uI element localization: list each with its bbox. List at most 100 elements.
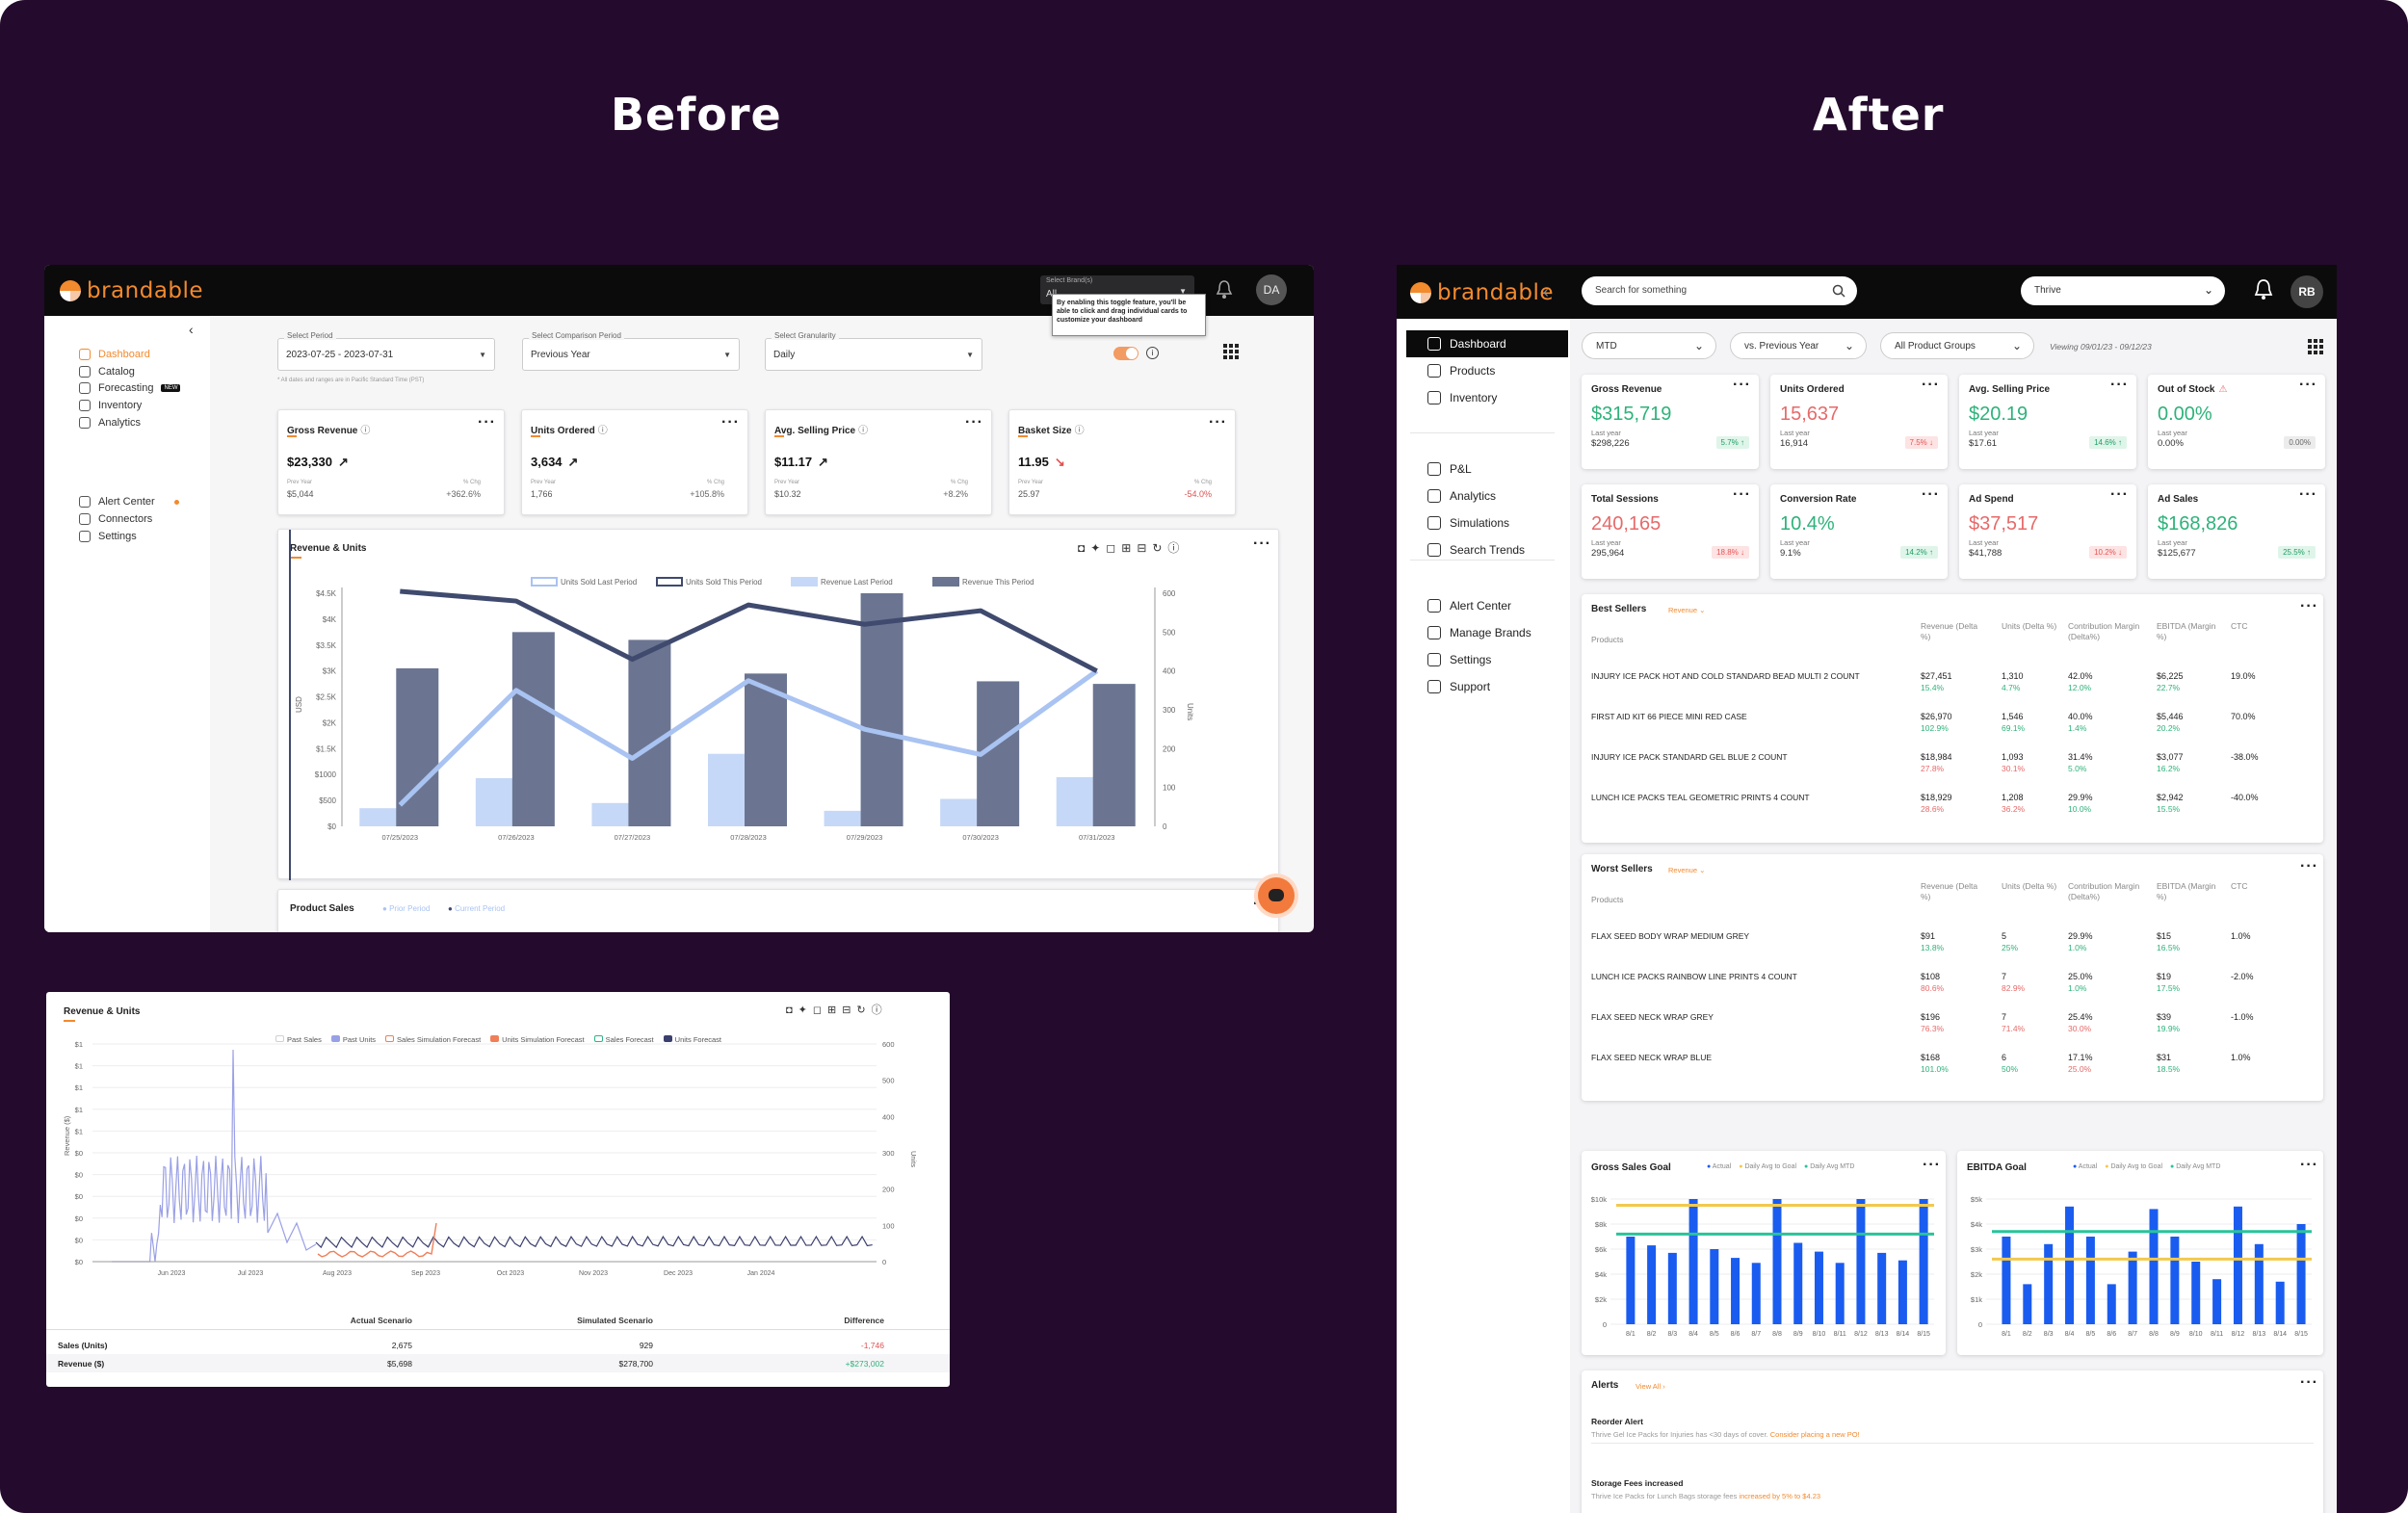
product-name[interactable]: FLAX SEED NECK WRAP GREY	[1591, 1012, 1714, 1022]
bar-revenue-this[interactable]	[511, 632, 555, 826]
table-row[interactable]: FLAX SEED NECK WRAP GREY $196 76.3% 7 71.4% 2…	[1582, 1004, 2323, 1041]
bar-revenue-last[interactable]	[359, 808, 403, 826]
bar-revenue-last[interactable]	[708, 753, 750, 826]
product-groups-select[interactable]: All Product Groups ⌄	[1880, 332, 2034, 359]
table-row[interactable]: FLAX SEED NECK WRAP BLUE $168 101.0% 6 50% 17…	[1582, 1045, 2323, 1082]
collapse-chevron-icon[interactable]: ‹	[189, 322, 194, 337]
sidebar-item-p-l[interactable]: P&L	[1406, 456, 1568, 483]
metric-select[interactable]: Revenue ⌄	[1668, 606, 1706, 614]
sidebar-item-analytics[interactable]: Analytics	[1406, 483, 1568, 509]
drag-toggle[interactable]	[1113, 347, 1139, 360]
more-options-icon[interactable]: ···	[2300, 858, 2318, 874]
bar-actual[interactable]	[2170, 1237, 2180, 1324]
search-input[interactable]: Search for something	[1582, 276, 1857, 305]
sidebar-item-search-trends[interactable]: Search Trends	[1406, 536, 1568, 563]
period-select[interactable]: Select Period 2023-07-25 - 2023-07-31 ▼	[277, 331, 495, 371]
bar-revenue-this[interactable]	[628, 639, 671, 826]
bar-revenue-this[interactable]	[1092, 684, 1136, 826]
more-options-icon[interactable]: ···	[721, 414, 740, 430]
table-row[interactable]: INJURY ICE PACK HOT AND COLD STANDARD BE…	[1582, 664, 2323, 700]
bar-actual[interactable]	[1877, 1252, 1887, 1324]
chart-toolbar[interactable]: ◘✦◻⊞⊟↻ⓘ	[1078, 541, 1186, 555]
more-options-icon[interactable]: ···	[1922, 486, 1940, 503]
sidebar-item-simulations[interactable]: Simulations	[1406, 509, 1568, 536]
more-options-icon[interactable]: ···	[1209, 414, 1227, 430]
kpi-card[interactable]: Basket Size ⓘ ··· 11.95 ↘ Prev Year 25.97 % Chg…	[1008, 409, 1236, 515]
product-name[interactable]: LUNCH ICE PACKS TEAL GEOMETRIC PRINTS 4 …	[1591, 793, 1810, 802]
kpi-card[interactable]: Avg. Selling Price ··· $20.19 Last year $17.…	[1959, 375, 2136, 469]
bar-actual[interactable]	[1898, 1260, 1907, 1324]
product-name[interactable]: LUNCH ICE PACKS RAINBOW LINE PRINTS 4 CO…	[1591, 972, 1797, 981]
more-options-icon[interactable]: ···	[965, 414, 983, 430]
chat-button[interactable]	[1258, 877, 1295, 914]
table-row[interactable]: INJURY ICE PACK STANDARD GEL BLUE 2 COUN…	[1582, 744, 2323, 781]
table-row[interactable]: FIRST AID KIT 66 PIECE MINI RED CASE $26,…	[1582, 704, 2323, 741]
more-options-icon[interactable]: ···	[1923, 1157, 1941, 1173]
sidebar-item-settings[interactable]: Settings	[79, 530, 137, 542]
bar-actual[interactable]	[2275, 1281, 2285, 1324]
sidebar-item-catalog[interactable]: Catalog	[79, 365, 135, 378]
bar-actual[interactable]	[1751, 1263, 1761, 1324]
more-options-icon[interactable]: ···	[2110, 486, 2129, 503]
bar-actual[interactable]	[1772, 1199, 1782, 1324]
bar-actual[interactable]	[2107, 1284, 2116, 1324]
line-units-last[interactable]	[398, 668, 1099, 807]
line-past-units[interactable]	[112, 1049, 317, 1263]
sidebar-item-analytics[interactable]: Analytics	[79, 417, 141, 430]
chart-toolbar[interactable]: ◘✦◻⊞⊟↻ⓘ	[786, 1004, 888, 1016]
more-options-icon[interactable]: ···	[478, 414, 496, 430]
collapse-chevron-icon[interactable]: ‹	[1543, 282, 1549, 301]
bar-actual[interactable]	[1731, 1258, 1741, 1324]
line-units-simulation[interactable]	[317, 1222, 437, 1258]
bar-actual[interactable]	[2044, 1243, 2054, 1324]
bar-actual[interactable]	[1814, 1251, 1823, 1324]
kpi-card[interactable]: Total Sessions ··· 240,165 Last year 295,964…	[1582, 484, 1759, 579]
info-icon[interactable]: i	[1146, 347, 1159, 359]
bar-actual[interactable]	[2002, 1237, 2011, 1324]
more-options-icon[interactable]: ···	[2299, 377, 2317, 393]
product-name[interactable]: FIRST AID KIT 66 PIECE MINI RED CASE	[1591, 712, 1747, 721]
more-options-icon[interactable]: ···	[2300, 1157, 2318, 1173]
alert-action[interactable]: Consider placing a new PO!	[1769, 1430, 1860, 1439]
bar-actual[interactable]	[2023, 1284, 2032, 1324]
more-options-icon[interactable]: ···	[1253, 535, 1271, 552]
kpi-card[interactable]: Avg. Selling Price ⓘ ··· $11.17 ↗ Prev Year $1…	[765, 409, 992, 515]
bar-actual[interactable]	[1856, 1199, 1866, 1324]
sidebar-item-alert-center[interactable]: Alert Center	[79, 496, 179, 509]
period-select[interactable]: MTD ⌄	[1582, 332, 1716, 359]
sidebar-item-settings[interactable]: Settings	[1406, 646, 1568, 673]
more-options-icon[interactable]: ···	[1733, 486, 1751, 503]
bar-actual[interactable]	[1835, 1263, 1845, 1324]
bar-actual[interactable]	[1919, 1199, 1928, 1324]
bar-actual[interactable]	[2149, 1209, 2159, 1324]
bar-actual[interactable]	[1667, 1252, 1677, 1324]
bar-revenue-last[interactable]	[591, 802, 635, 826]
table-row[interactable]: LUNCH ICE PACKS TEAL GEOMETRIC PRINTS 4 …	[1582, 785, 2323, 822]
sidebar-item-support[interactable]: Support	[1406, 673, 1568, 700]
bar-actual[interactable]	[1626, 1237, 1636, 1324]
table-row[interactable]: FLAX SEED BODY WRAP MEDIUM GREY $91 13.8% 5…	[1582, 924, 2323, 960]
product-name[interactable]: FLAX SEED BODY WRAP MEDIUM GREY	[1591, 931, 1750, 941]
bar-revenue-last[interactable]	[824, 810, 867, 826]
brand-logo[interactable]: brandable	[1410, 280, 1554, 305]
bar-revenue-last[interactable]	[940, 798, 983, 826]
bar-revenue-last[interactable]	[475, 777, 518, 826]
kpi-card[interactable]: Gross Revenue ⓘ ··· $23,330 ↗ Prev Year $5,044…	[277, 409, 505, 515]
kpi-card[interactable]: Ad Sales ··· $168,826 Last year $125,677 25.5…	[2148, 484, 2325, 579]
bar-revenue-last[interactable]	[1056, 776, 1099, 826]
kpi-card[interactable]: Out of Stock ⚠ ··· 0.00% Last year 0.00% 0.00%	[2148, 375, 2325, 469]
bell-icon[interactable]	[2254, 278, 2273, 301]
sidebar-item-inventory[interactable]: Inventory	[1406, 384, 1568, 411]
grid-menu-icon[interactable]	[1223, 344, 1239, 359]
more-options-icon[interactable]: ···	[2300, 1374, 2318, 1391]
more-options-icon[interactable]: ···	[1733, 377, 1751, 393]
more-options-icon[interactable]: ···	[2110, 377, 2129, 393]
sidebar-item-connectors[interactable]: Connectors	[79, 512, 152, 525]
sidebar-item-dashboard[interactable]: Dashboard	[1406, 330, 1568, 357]
bar-actual[interactable]	[2212, 1279, 2222, 1324]
bar-actual[interactable]	[2085, 1237, 2095, 1324]
grid-menu-icon[interactable]	[2308, 339, 2323, 354]
kpi-card[interactable]: Units Ordered ⓘ ··· 3,634 ↗ Prev Year 1,766 % C…	[521, 409, 748, 515]
more-options-icon[interactable]: ···	[1922, 377, 1940, 393]
bar-actual[interactable]	[1710, 1249, 1719, 1324]
